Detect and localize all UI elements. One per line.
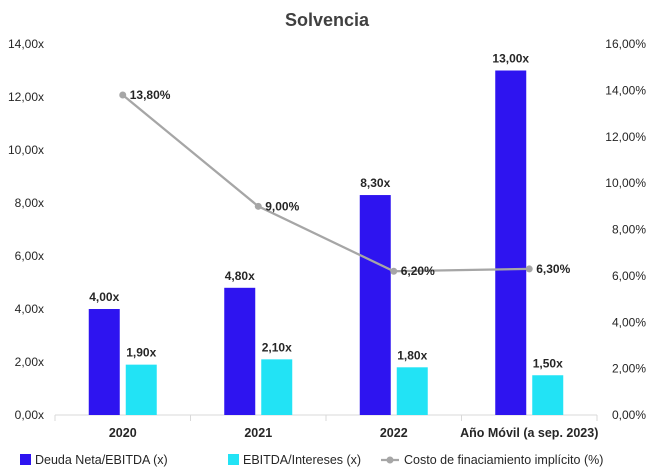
bar [396, 367, 428, 415]
right-axis-tick-label: 12,00% [605, 130, 646, 144]
line-point [119, 91, 127, 99]
bar-data-label: 1,80x [397, 348, 427, 362]
category-label: 2021 [244, 426, 272, 440]
line-point [525, 265, 533, 273]
legend-label: Deuda Neta/EBITDA (x) [35, 453, 168, 467]
bar-data-label: 4,80x [225, 269, 255, 283]
left-axis-tick-label: 6,00x [15, 249, 44, 263]
left-axis-tick-label: 12,00x [8, 90, 44, 104]
line-point [390, 267, 398, 275]
bar [359, 195, 391, 415]
category-label: Año Móvil (a sep. 2023) [460, 426, 598, 440]
bar [88, 309, 120, 415]
bar-data-label: 1,50x [533, 356, 563, 370]
right-axis-tick-label: 8,00% [612, 223, 646, 237]
bar-data-label: 4,00x [89, 290, 119, 304]
bar-data-label: 13,00x [492, 52, 529, 66]
legend: Deuda Neta/EBITDA (x) EBITDA/Intereses (x… [20, 453, 603, 467]
bar [261, 359, 293, 415]
legend-swatch [20, 454, 31, 465]
left-axis-tick-label: 14,00x [8, 37, 44, 51]
left-axis-tick-label: 4,00x [15, 302, 44, 316]
legend-swatch-marker [386, 456, 394, 464]
line-series-path [122, 94, 530, 273]
bar-data-label: 1,90x [126, 346, 156, 360]
legend-label: Costo de finaciamiento implícito (%) [404, 453, 603, 467]
bar [224, 287, 256, 415]
line-data-label: 13,80% [130, 88, 171, 102]
left-axis-tick-label: 10,00x [8, 143, 44, 157]
bar-data-label: 8,30x [360, 176, 390, 190]
axes: 0,00x 2,00x 4,00x 6,00x 8,00x 10,00x 12,00x 14,… [8, 37, 646, 440]
right-axis-tick-label: 14,00% [605, 83, 646, 97]
bar [125, 364, 157, 415]
right-axis-tick-label: 4,00% [612, 315, 646, 329]
legend-swatch [228, 454, 239, 465]
category-label: 2022 [380, 426, 408, 440]
line-layer [119, 91, 533, 275]
right-axis-tick-label: 6,00% [612, 269, 646, 283]
chart-title: Solvencia [285, 10, 370, 30]
right-axis-tick-label: 2,00% [612, 362, 646, 376]
bar [532, 375, 564, 415]
legend-label: EBITDA/Intereses (x) [243, 453, 361, 467]
line-data-label: 6,20% [401, 264, 435, 278]
right-axis-tick-label: 10,00% [605, 176, 646, 190]
left-axis-tick-label: 8,00x [15, 196, 44, 210]
data-labels-layer: 4,00x 4,80x 8,30x 13,00x 1,90x 2,10x 1,80x 1,50… [89, 52, 570, 371]
left-axis-tick-label: 2,00x [15, 355, 44, 369]
line-data-label: 9,00% [265, 199, 299, 213]
left-axis-tick-label: 0,00x [15, 408, 44, 422]
bar [495, 70, 527, 415]
right-axis-tick-label: 16,00% [605, 37, 646, 51]
category-label: 2020 [109, 426, 137, 440]
right-axis-tick-label: 0,00% [612, 408, 646, 422]
bars-layer [88, 70, 564, 415]
bar-data-label: 2,10x [262, 340, 292, 354]
line-point [254, 202, 262, 210]
line-data-label: 6,30% [536, 262, 570, 276]
